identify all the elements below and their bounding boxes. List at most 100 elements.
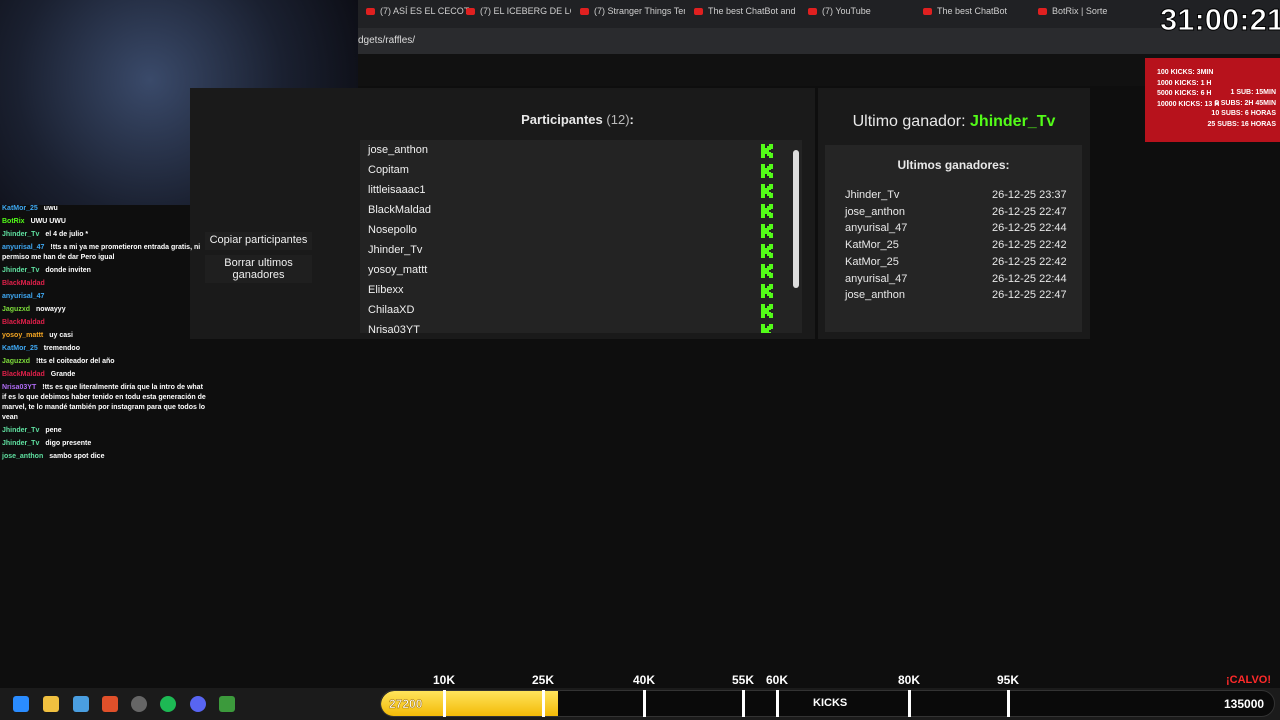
start-icon[interactable] [13, 696, 29, 712]
winner-date: 26-12-25 23:37 [992, 189, 1067, 201]
chat-message: anyurisal_47 [2, 292, 206, 302]
kicks-label: KICKS [813, 697, 848, 709]
kick-icon [760, 204, 774, 218]
participant-name: BlackMaldad [368, 204, 431, 216]
chat-user: anyurisal_47 [2, 293, 45, 300]
goal-kicks: 1000 KICKS: 1 H [1157, 79, 1212, 87]
goal-kicks: 100 KICKS: 3MIN [1157, 69, 1214, 76]
kicks-marker-line [1007, 690, 1010, 717]
participant-name: Elibexx [368, 284, 404, 296]
tab[interactable]: (7) YouTube [808, 6, 913, 16]
winner-name: jose_anthon [845, 205, 905, 218]
chat-text: pene [45, 427, 62, 434]
participant-name: Nosepollo [368, 224, 417, 236]
chat-text: UWU UWU [30, 218, 66, 225]
explorer-icon[interactable] [43, 696, 59, 712]
participants-suffix: : [629, 112, 634, 127]
spotify-icon[interactable] [160, 696, 176, 712]
tab[interactable]: The best ChatBot and [694, 6, 799, 16]
chat-user: jose_anthon [2, 453, 44, 460]
winner-name: anyurisal_47 [845, 222, 908, 235]
app-icon[interactable] [73, 696, 89, 712]
chat-message: BlackMaldad [2, 279, 206, 289]
chat-user: Jhinder_Tv [2, 440, 40, 447]
chat-message: BotRix UWU UWU [2, 217, 206, 227]
winner-date: 26-12-25 22:42 [992, 255, 1067, 268]
timer: 31:00:21 [1159, 2, 1280, 38]
tab[interactable]: (7) Stranger Things Ten [580, 6, 685, 16]
chat-message: Jhinder_Tv digo presente [2, 439, 206, 449]
chat-text: uwu [43, 205, 58, 212]
last-winner-name: Jhinder_Tv [970, 113, 1056, 130]
scrollbar[interactable] [793, 150, 799, 288]
last-winner: Ultimo ganador: Jhinder_Tv [818, 113, 1090, 131]
kicks-marker: 40K [632, 673, 656, 687]
chat-message: Jhinder_Tv donde inviten [2, 266, 206, 276]
chat-text: Grande [50, 371, 76, 378]
minecraft-icon[interactable] [219, 696, 235, 712]
brave-icon[interactable] [102, 696, 118, 712]
address-bar: dgets/raffles/ [358, 28, 1280, 54]
kicks-marker: 80K [897, 673, 921, 687]
chat-user: Nrisa03YT [2, 384, 37, 391]
participant-name: littleisaaac1 [368, 184, 426, 196]
chat-text: !tts es que literalmente diría que la in… [2, 384, 206, 421]
participant-name: yosoy_mattt [368, 264, 428, 276]
winner-date: 26-12-25 22:44 [992, 222, 1067, 235]
chat-message: KatMor_25 uwu [2, 204, 206, 214]
kicks-marker-line [742, 690, 745, 717]
chat-user: KatMor_25 [2, 205, 38, 212]
chat-user: Jhinder_Tv [2, 267, 40, 274]
goal-kicks: 5000 KICKS: 6 H [1157, 90, 1212, 97]
chat-text: !tts a mi ya me prometieron entrada grat… [2, 244, 201, 261]
kicks-marker-line [443, 690, 446, 717]
chat-text: el 4 de julio * [45, 231, 89, 238]
clear-button[interactable]: Borrar ultimos ganadores [205, 255, 312, 283]
tab[interactable]: (7) ASÍ ES EL CECOT: La [366, 6, 471, 16]
app-icon[interactable] [131, 696, 147, 712]
participant-name: ChilaaXD [368, 304, 415, 316]
chat-user: anyurisal_47 [2, 244, 45, 251]
kick-icon [760, 244, 774, 258]
goal-subs: 1 SUB: 15MIN [1230, 89, 1276, 96]
tab[interactable]: The best ChatBot [923, 6, 1028, 16]
tab[interactable]: BotRix | Sorte [1038, 6, 1143, 16]
tab[interactable]: (7) EL ICEBERG DE LOS [466, 6, 571, 16]
goal-subs: 25 SUBS: 16 HORAS [1207, 120, 1276, 128]
winner-date: 26-12-25 22:47 [992, 289, 1067, 302]
chat-user: BlackMaldad [2, 280, 45, 287]
goal-subs: 5 SUBS: 2H 45MIN [1214, 99, 1276, 107]
chat-overlay: KatMor_25 uwu BotRix UWU UWU Jhinder_Tv el 4 … [2, 204, 206, 465]
kicks-marker-line [908, 690, 911, 717]
kicks-marker: 25K [531, 673, 555, 687]
chat-user: Jhinder_Tv [2, 427, 40, 434]
chat-message: jose_anthon sambo spot dice [2, 452, 206, 462]
kick-icon [760, 164, 774, 178]
site-header [358, 54, 1280, 86]
chat-message: BlackMaldad [2, 318, 206, 328]
winner-date: 26-12-25 22:42 [992, 239, 1067, 252]
chat-message: anyurisal_47 !tts a mi ya me prometieron … [2, 243, 206, 263]
chat-message: Jaguzxd nowayyy [2, 305, 206, 315]
kick-icon [760, 284, 774, 298]
chat-user: Jhinder_Tv [2, 231, 40, 238]
copy-button[interactable]: Copiar participantes [205, 232, 312, 250]
alert: ¡CALVO! [1226, 674, 1272, 686]
discord-icon[interactable] [190, 696, 206, 712]
tab-bar: (7) ASÍ ES EL CECOT: La(7) EL ICEBERG DE… [358, 0, 1280, 28]
goal-subs: 10 SUBS: 6 HORAS [1211, 110, 1276, 117]
chat-user: Jaguzxd [2, 306, 31, 313]
winner-name: jose_anthon [845, 289, 905, 302]
url[interactable]: dgets/raffles/ [358, 35, 416, 46]
chat-text: !tts el coiteador del año [36, 358, 115, 365]
chat-user: yosoy_mattt [2, 332, 44, 339]
chat-message: Jhinder_Tv pene [2, 426, 206, 436]
kicks-marker: 55K [731, 673, 755, 687]
chat-text: donde inviten [45, 267, 91, 274]
chat-message: Jaguzxd !tts el coiteador del año [2, 357, 206, 367]
chat-text: nowayyy [36, 306, 66, 313]
kicks-marker: 95K [996, 673, 1020, 687]
kick-icon [760, 264, 774, 278]
participants-count: (12) [606, 112, 630, 127]
